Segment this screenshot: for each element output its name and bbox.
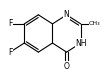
- Text: F: F: [8, 19, 12, 28]
- Text: O: O: [64, 62, 70, 71]
- Text: F: F: [8, 48, 12, 57]
- Text: NH: NH: [75, 39, 86, 48]
- Text: CH₃: CH₃: [89, 21, 101, 26]
- Text: N: N: [64, 10, 69, 19]
